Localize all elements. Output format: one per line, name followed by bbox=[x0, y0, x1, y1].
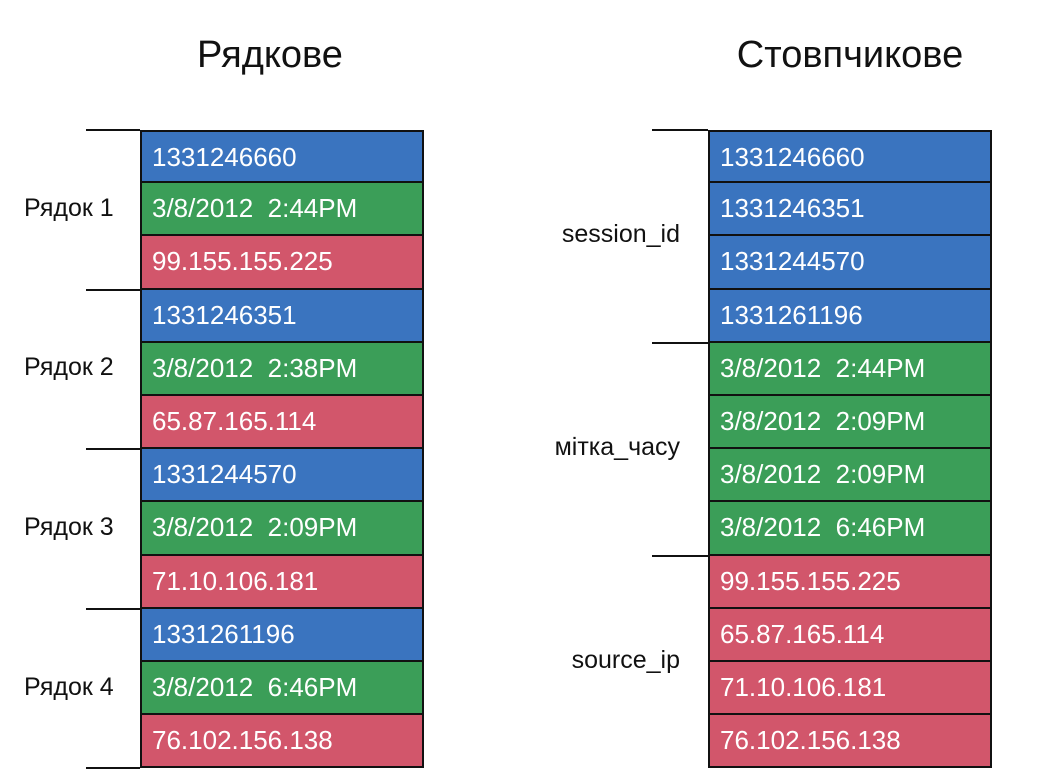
data-cell: 1331261196 bbox=[708, 289, 992, 343]
column-label: session_id bbox=[561, 220, 680, 249]
data-cell: 65.87.165.114 bbox=[140, 396, 424, 450]
data-cell: 3/8/2012 2:38PM bbox=[140, 342, 424, 396]
data-cell: 71.10.106.181 bbox=[140, 555, 424, 609]
data-cell: 3/8/2012 2:09PM bbox=[708, 449, 992, 503]
row-label: Рядок 4 bbox=[24, 672, 114, 701]
data-cell: 1331246351 bbox=[708, 183, 992, 237]
group-divider bbox=[86, 767, 140, 770]
data-cell: 1331261196 bbox=[140, 608, 424, 662]
column-label: source_ip bbox=[571, 646, 680, 674]
data-cell: 3/8/2012 2:44PM bbox=[140, 183, 424, 237]
row-label: Рядок 1 bbox=[24, 193, 114, 222]
data-cell: 71.10.106.181 bbox=[708, 662, 992, 716]
data-cell: 3/8/2012 2:09PM bbox=[140, 502, 424, 556]
data-cell: 1331244570 bbox=[140, 449, 424, 503]
data-cell: 3/8/2012 6:46PM bbox=[140, 662, 424, 716]
data-cell: 3/8/2012 2:09PM bbox=[708, 396, 992, 450]
data-cell: 3/8/2012 6:46PM bbox=[708, 502, 992, 556]
row-store-title: Рядкове bbox=[197, 34, 343, 76]
group-divider bbox=[86, 288, 140, 291]
group-divider bbox=[86, 607, 140, 610]
column-label: мітка_часу bbox=[554, 433, 680, 462]
group-divider bbox=[652, 129, 708, 131]
data-cell: 99.155.155.225 bbox=[140, 236, 424, 290]
row-label: Рядок 2 bbox=[24, 353, 114, 382]
data-cell: 1331246660 bbox=[140, 130, 424, 184]
data-cell: 1331246660 bbox=[708, 130, 992, 184]
data-cell: 65.87.165.114 bbox=[708, 608, 992, 662]
group-divider bbox=[86, 448, 140, 451]
data-cell: 3/8/2012 2:44PM bbox=[708, 342, 992, 396]
group-divider bbox=[652, 341, 708, 344]
data-cell: 99.155.155.225 bbox=[708, 555, 992, 609]
column-store-title: Стовпчикове bbox=[736, 34, 964, 76]
row-label: Рядок 3 bbox=[24, 513, 114, 541]
data-cell: 76.102.156.138 bbox=[140, 715, 424, 769]
data-cell: 1331246351 bbox=[140, 289, 424, 343]
group-divider bbox=[86, 129, 140, 131]
data-cell: 1331244570 bbox=[708, 236, 992, 290]
group-divider bbox=[652, 554, 708, 557]
data-cell: 76.102.156.138 bbox=[708, 715, 992, 769]
